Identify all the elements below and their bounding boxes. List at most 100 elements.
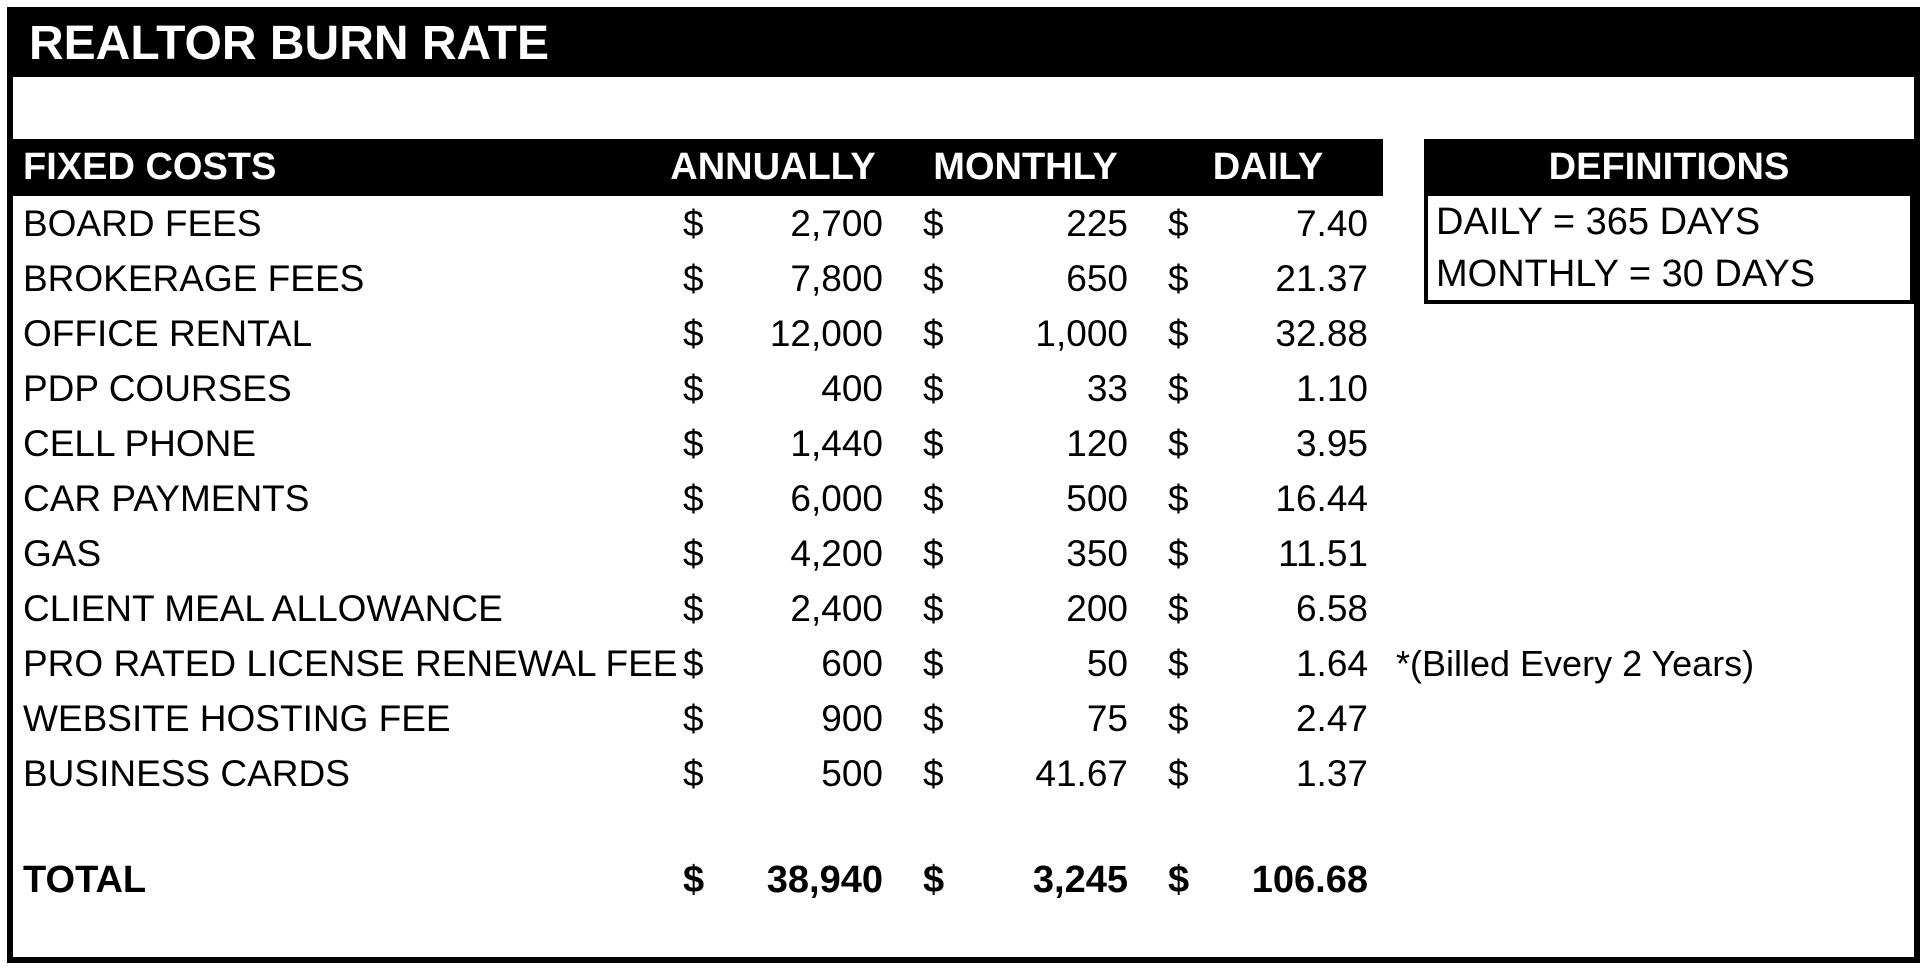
annually-value: 6,000 [790,477,883,519]
daily-value: 6.58 [1295,587,1368,629]
dollar-sign: $ [923,367,944,409]
dollar-sign: $ [923,587,944,629]
table-row: PDP COURSES $ 400 $ 33 $ 1.10 [13,361,1914,416]
daily-value: 1.10 [1295,367,1368,409]
definitions-box: DEFINITIONS DAILY = 365 DAYS MONTHLY = 30… [1424,139,1914,304]
dollar-sign: $ [1168,642,1189,684]
dollar-sign: $ [923,858,945,901]
dollar-sign: $ [683,312,704,354]
monthly-value: 500 [1066,477,1128,519]
dollar-sign: $ [683,532,704,574]
dollar-sign: $ [923,752,944,794]
dollar-sign: $ [923,422,944,464]
annually-value: 1,440 [790,422,883,464]
dollar-sign: $ [923,312,944,354]
dollar-sign: $ [923,642,944,684]
cost-label: CLIENT MEAL ALLOWANCE [23,587,503,629]
daily-value: 2.47 [1295,697,1368,739]
dollar-sign: $ [1168,257,1189,299]
total-annually-value: 38,940 [766,858,883,901]
annually-value: 900 [821,697,883,739]
monthly-value: 41.67 [1035,752,1128,794]
total-monthly-value: 3,245 [1032,858,1128,901]
cost-label: BUSINESS CARDS [23,752,350,794]
dollar-sign: $ [683,202,704,244]
dollar-sign: $ [923,697,944,739]
annually-value: 12,000 [769,312,883,354]
cost-label: OFFICE RENTAL [23,312,313,354]
dollar-sign: $ [923,532,944,574]
monthly-value: 350 [1066,532,1128,574]
table-row: CELL PHONE $ 1,440 $ 120 $ 3.95 [13,416,1914,471]
table-row: BUSINESS CARDS $ 500 $ 41.67 $ 1.37 [13,746,1914,801]
cost-label: CELL PHONE [23,422,257,464]
column-header-daily: DAILY [1212,146,1324,188]
cost-label: BROKERAGE FEES [23,257,365,299]
cost-label: PDP COURSES [23,367,292,409]
column-header-annually: ANNUALLY [670,146,876,188]
table-row: CAR PAYMENTS $ 6,000 $ 500 $ 16.44 [13,471,1914,526]
cost-label: GAS [23,532,102,574]
total-daily-value: 106.68 [1251,858,1368,901]
dollar-sign: $ [683,858,705,901]
dollar-sign: $ [683,587,704,629]
dollar-sign: $ [1168,697,1189,739]
definition-item: MONTHLY = 30 DAYS [1436,253,1816,295]
dollar-sign: $ [683,642,704,684]
annually-value: 7,800 [790,257,883,299]
page-title: REALTOR BURN RATE [29,17,549,70]
cost-label: CAR PAYMENTS [23,477,310,519]
dollar-sign: $ [1168,367,1189,409]
daily-value: 1.64 [1295,642,1368,684]
monthly-value: 200 [1066,587,1128,629]
annually-value: 400 [821,367,883,409]
dollar-sign: $ [923,202,944,244]
daily-value: 21.37 [1275,257,1368,299]
definitions-header: DEFINITIONS [1424,139,1914,196]
dollar-sign: $ [683,477,704,519]
daily-value: 11.51 [1278,532,1368,574]
dollar-sign: $ [683,752,704,794]
daily-value: 7.40 [1295,202,1368,244]
dollar-sign: $ [1168,532,1189,574]
monthly-value: 75 [1086,697,1128,739]
daily-value: 32.88 [1275,312,1368,354]
definitions-body: DAILY = 365 DAYS MONTHLY = 30 DAYS [1424,196,1914,304]
dollar-sign: $ [683,422,704,464]
dollar-sign: $ [1168,422,1189,464]
cost-label: WEBSITE HOSTING FEE [23,697,451,739]
table-row: GAS $ 4,200 $ 350 $ 11.51 [13,526,1914,581]
monthly-value: 33 [1086,367,1128,409]
spacer-row [13,77,1914,139]
annually-value: 2,400 [790,587,883,629]
table-row: BROKERAGE FEES $ 7,800 $ 650 $ 21.37 [13,251,1914,306]
table-rows: BOARD FEES $ 2,700 $ 225 $ 7.40 BROKERAG… [13,196,1914,801]
annually-value: 600 [821,642,883,684]
cost-label: PRO RATED LICENSE RENEWAL FEE [23,642,678,684]
table-row: CLIENT MEAL ALLOWANCE $ 2,400 $ 200 $ 6.… [13,581,1914,636]
dollar-sign: $ [1168,858,1190,901]
dollar-sign: $ [1168,312,1189,354]
table-row: PRO RATED LICENSE RENEWAL FEE $ 600 $ 50… [13,636,1914,691]
monthly-value: 120 [1066,422,1128,464]
table-row: OFFICE RENTAL $ 12,000 $ 1,000 $ 32.88 [13,306,1914,361]
monthly-value: 225 [1066,202,1128,244]
blank-row [13,801,1914,851]
dollar-sign: $ [1168,477,1189,519]
total-row: TOTAL $ 38,940 $ 3,245 $ 106.68 [13,851,1914,909]
daily-value: 16.44 [1275,477,1368,519]
daily-value: 3.95 [1295,422,1368,464]
title-bar: REALTOR BURN RATE [13,13,1914,77]
dollar-sign: $ [923,257,944,299]
daily-value: 1.37 [1295,752,1368,794]
burn-rate-sheet: REALTOR BURN RATE FIXED COSTS ANNUALLY M… [7,7,1920,963]
dollar-sign: $ [683,257,704,299]
monthly-value: 1,000 [1035,312,1128,354]
dollar-sign: $ [1168,202,1189,244]
definition-item: DAILY = 365 DAYS [1436,201,1761,243]
dollar-sign: $ [683,697,704,739]
dollar-sign: $ [1168,587,1189,629]
table-row: WEBSITE HOSTING FEE $ 900 $ 75 $ 2.47 [13,691,1914,746]
dollar-sign: $ [1168,752,1189,794]
